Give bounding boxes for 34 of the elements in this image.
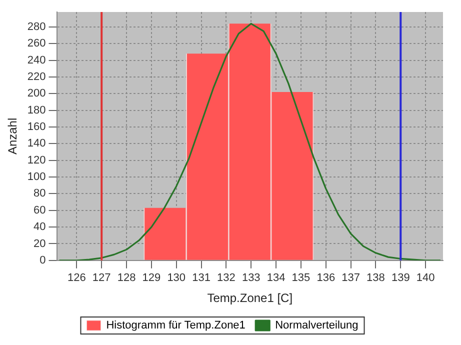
y-tick-label: 240 [27, 54, 46, 66]
legend-label: Normalverteilung [275, 320, 358, 332]
x-tick-label: 130 [167, 272, 186, 284]
x-tick-label: 135 [292, 272, 310, 284]
y-tick-label: 60 [34, 204, 46, 216]
x-tick-label: 127 [92, 272, 111, 284]
x-tick-label: 131 [192, 272, 210, 284]
y-tick-label: 40 [34, 221, 46, 234]
x-tick-label: 134 [266, 272, 286, 284]
y-axis-title: Anzahl [6, 118, 20, 155]
x-tick-label: 133 [242, 272, 260, 284]
x-tick-label: 138 [366, 272, 385, 284]
x-tick-label: 132 [217, 272, 236, 284]
x-tick-label: 129 [142, 272, 161, 284]
y-tick-label: 280 [27, 21, 46, 34]
y-tick-label: 80 [34, 188, 46, 200]
x-tick-label: 128 [117, 272, 136, 284]
y-tick-label: 20 [34, 238, 46, 250]
x-tick-label: 139 [391, 272, 410, 284]
y-tick-label: 200 [27, 88, 46, 100]
y-tick-label: 260 [27, 38, 46, 50]
x-tick-label: 126 [68, 272, 86, 284]
y-tick-label: 0 [40, 254, 46, 266]
x-tick-label: 137 [342, 272, 360, 284]
y-tick-label: 120 [27, 154, 46, 166]
y-tick-label: 100 [27, 171, 46, 184]
x-tick-label: 136 [316, 272, 336, 284]
y-tick-label: 180 [27, 104, 46, 116]
y-tick-label: 140 [27, 138, 46, 150]
x-tick-label: 140 [416, 272, 435, 284]
x-axis-title: Temp.Zone1 [C] [207, 291, 293, 306]
y-tick-label: 220 [27, 71, 46, 84]
y-tick-label: 160 [27, 121, 46, 134]
legend-label: Histogramm für Temp.Zone1 [106, 320, 246, 332]
